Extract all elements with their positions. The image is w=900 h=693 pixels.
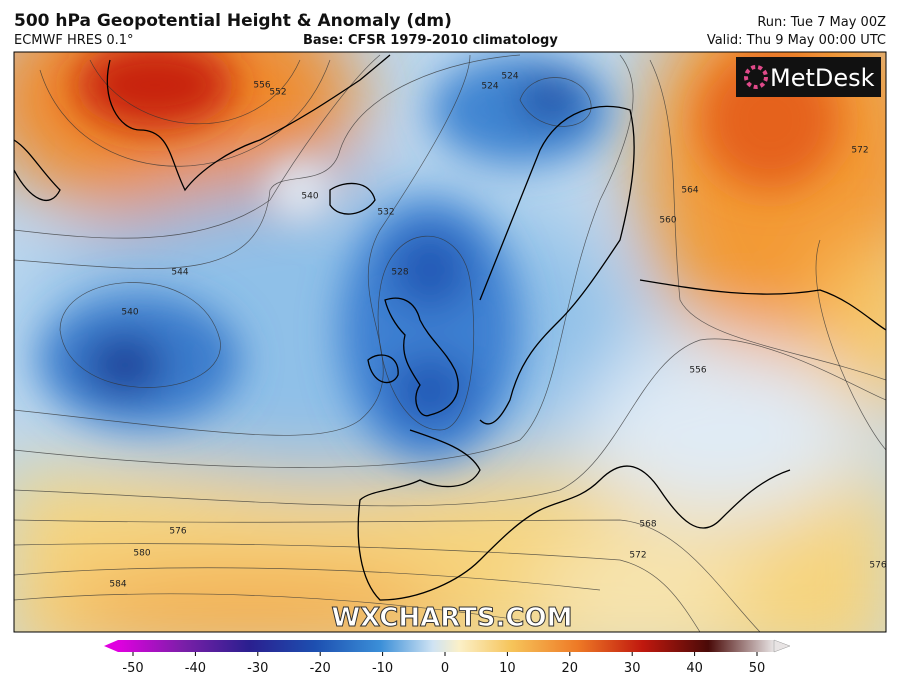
logo-text: MetDesk [770, 64, 875, 92]
base: Base: CFSR 1979-2010 climatology [303, 33, 558, 48]
colorbar-tick-label: 20 [562, 661, 579, 676]
logo-box [736, 57, 881, 97]
valid: Valid: Thu 9 May 00:00 UTC [707, 33, 886, 48]
contour-label: 564 [681, 186, 698, 196]
colorbar-tick-label: -50 [122, 661, 143, 676]
colorbar-tick-label: 40 [686, 661, 703, 676]
contour-label: 544 [171, 268, 188, 278]
model: ECMWF HRES 0.1° [14, 33, 134, 48]
contour-label: 572 [851, 146, 868, 156]
colorbar-tick-label: 0 [441, 661, 449, 676]
map [14, 52, 886, 632]
contour-label: 572 [629, 551, 646, 561]
contour-label: 556 [689, 366, 706, 376]
logo: MetDesk [736, 57, 881, 97]
contour-label: 560 [659, 216, 676, 226]
colorbar-tick-label: -30 [247, 661, 268, 676]
contour-label: 556 [253, 81, 270, 91]
contour-label: 568 [639, 520, 656, 530]
contour-label: 528 [391, 268, 408, 278]
colorbar-tick-label: 30 [624, 661, 641, 676]
colorbar-tick-label: 50 [749, 661, 766, 676]
run: Run: Tue 7 May 00Z [757, 15, 886, 30]
colorbar-arrow-low [104, 640, 118, 652]
colorbar-tick-label: -10 [372, 661, 393, 676]
contour-label: 540 [121, 308, 138, 318]
map-frame [13, 51, 887, 633]
contour-label: 552 [269, 88, 286, 98]
colorbar-tick-label: -20 [310, 661, 331, 676]
title: 500 hPa Geopotential Height & Anomaly (d… [14, 11, 452, 31]
contour-label: 540 [301, 192, 318, 202]
contour-label: 532 [377, 208, 394, 218]
colorbar-ramp [118, 640, 774, 652]
contour-labels: 556 552 524 524 540 532 544 540 528 564 … [109, 72, 886, 590]
colorbar-tick-label: -40 [185, 661, 206, 676]
contour-label: 524 [501, 72, 518, 82]
contour-label: 580 [133, 549, 150, 559]
colorbar-tick-label: 10 [499, 661, 516, 676]
contour-label: 524 [481, 82, 498, 92]
contour-label: 576 [169, 527, 186, 537]
logo-icon [744, 65, 768, 89]
contour-label: 576 [869, 561, 886, 571]
colorbar: -50 -40 -30 -20 -10 0 10 20 30 40 50 [104, 639, 791, 676]
colorbar-arrow-high [773, 639, 791, 653]
contour-label: 584 [109, 580, 126, 590]
watermark: WXCHARTS.COM [331, 603, 572, 633]
